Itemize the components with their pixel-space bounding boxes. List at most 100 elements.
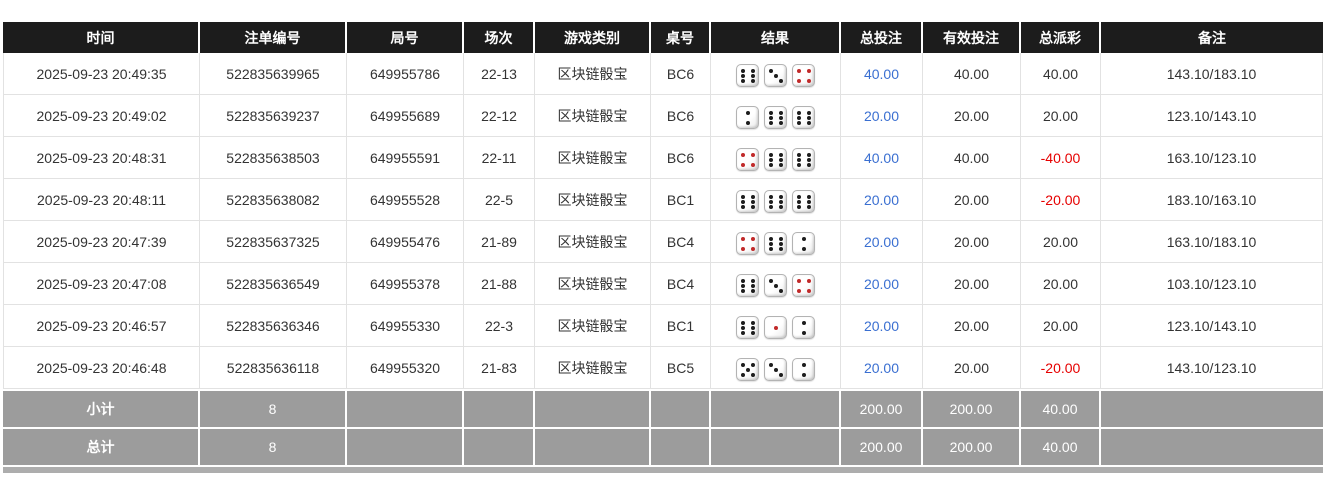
cell-total-bet: 40.00 bbox=[841, 137, 923, 179]
footer-cell-payout: 40.00 bbox=[1021, 427, 1101, 465]
footer-cell-valid-bet: 200.00 bbox=[923, 427, 1021, 465]
footer-cell-count: 8 bbox=[200, 389, 347, 427]
cell-time: 2025-09-23 20:49:35 bbox=[3, 53, 200, 95]
dice-result-group bbox=[736, 358, 815, 382]
cell-remark: 123.10/143.10 bbox=[1101, 305, 1323, 347]
total-bet-amount-link[interactable]: 20.00 bbox=[863, 359, 900, 376]
die-6-icon bbox=[736, 64, 759, 88]
cell-result bbox=[711, 221, 841, 263]
cell-game-type: 区块链骰宝 bbox=[535, 305, 651, 347]
cell-round-id: 649955476 bbox=[347, 221, 464, 263]
column-header-payout: 总派彩 bbox=[1021, 22, 1101, 53]
table-row: 2025-09-23 20:49:35 522835639965 649955786… bbox=[3, 53, 1323, 95]
cell-table-no: BC1 bbox=[651, 305, 711, 347]
cell-result bbox=[711, 263, 841, 305]
cell-table-no: BC5 bbox=[651, 347, 711, 389]
dice-result-group bbox=[736, 232, 815, 256]
dice-result-group bbox=[736, 274, 815, 298]
total-bet-amount-link[interactable]: 40.00 bbox=[863, 65, 900, 82]
total-bet-amount-link[interactable]: 20.00 bbox=[863, 233, 900, 250]
total-bet-amount-link[interactable]: 20.00 bbox=[863, 317, 900, 334]
total-bet-amount-link[interactable]: 40.00 bbox=[863, 149, 900, 166]
cell-valid-bet: 40.00 bbox=[923, 137, 1021, 179]
die-2-icon bbox=[792, 316, 815, 340]
die-6-icon bbox=[736, 190, 759, 214]
cell-remark: 143.10/123.10 bbox=[1101, 347, 1323, 389]
die-3-icon bbox=[764, 64, 787, 88]
footer-cell-empty bbox=[347, 427, 464, 465]
cell-round-id: 649955330 bbox=[347, 305, 464, 347]
cell-round-id: 649955378 bbox=[347, 263, 464, 305]
cell-game-type: 区块链骰宝 bbox=[535, 263, 651, 305]
die-4-icon bbox=[792, 64, 815, 88]
die-4-icon bbox=[736, 232, 759, 256]
dice-result-group bbox=[736, 316, 815, 340]
footer-cell-empty bbox=[711, 427, 841, 465]
cell-remark: 103.10/123.10 bbox=[1101, 263, 1323, 305]
table-row: 2025-09-23 20:47:39 522835637325 649955476… bbox=[3, 221, 1323, 263]
table-row: 2025-09-23 20:46:57 522835636346 649955330… bbox=[3, 305, 1323, 347]
table-bottom-bar bbox=[3, 467, 1323, 473]
dice-result-group bbox=[736, 190, 815, 214]
cell-valid-bet: 20.00 bbox=[923, 95, 1021, 137]
footer-cell-empty bbox=[1101, 389, 1323, 427]
cell-table-no: BC4 bbox=[651, 221, 711, 263]
cell-total-bet: 20.00 bbox=[841, 95, 923, 137]
cell-game-type: 区块链骰宝 bbox=[535, 95, 651, 137]
total-bet-amount-link[interactable]: 20.00 bbox=[863, 275, 900, 292]
cell-round-id: 649955320 bbox=[347, 347, 464, 389]
cell-valid-bet: 20.00 bbox=[923, 347, 1021, 389]
cell-round-id: 649955591 bbox=[347, 137, 464, 179]
footer-cell-label: 总计 bbox=[3, 427, 200, 465]
cell-valid-bet: 40.00 bbox=[923, 53, 1021, 95]
cell-session: 21-89 bbox=[464, 221, 535, 263]
dice-result-group bbox=[736, 106, 815, 129]
column-header-valid_bet: 有效投注 bbox=[923, 22, 1021, 53]
column-header-result: 结果 bbox=[711, 22, 841, 53]
header-row: 时间 注单编号 局号 场次 游戏类别 桌号 结果 总投注 有效投注 总派彩 备注 bbox=[3, 22, 1323, 53]
cell-session: 22-13 bbox=[464, 53, 535, 95]
cell-game-type: 区块链骰宝 bbox=[535, 53, 651, 95]
cell-session: 21-88 bbox=[464, 263, 535, 305]
die-6-icon bbox=[764, 190, 787, 214]
footer-cell-empty bbox=[464, 389, 535, 427]
die-5-icon bbox=[736, 358, 759, 382]
die-3-icon bbox=[764, 274, 787, 298]
column-header-game_type: 游戏类别 bbox=[535, 22, 651, 53]
cell-session: 22-12 bbox=[464, 95, 535, 137]
cell-table-no: BC6 bbox=[651, 53, 711, 95]
footer-cell-empty bbox=[347, 389, 464, 427]
cell-payout: -20.00 bbox=[1021, 179, 1101, 221]
column-header-round_id: 局号 bbox=[347, 22, 464, 53]
total-bet-amount-link[interactable]: 20.00 bbox=[863, 191, 900, 208]
die-6-icon bbox=[792, 190, 815, 214]
cell-total-bet: 20.00 bbox=[841, 347, 923, 389]
cell-result bbox=[711, 137, 841, 179]
cell-time: 2025-09-23 20:47:39 bbox=[3, 221, 200, 263]
column-header-remark: 备注 bbox=[1101, 22, 1323, 53]
footer-cell-count: 8 bbox=[200, 427, 347, 465]
cell-remark: 143.10/183.10 bbox=[1101, 53, 1323, 95]
footer-cell-empty bbox=[535, 389, 651, 427]
cell-table-no: BC6 bbox=[651, 95, 711, 137]
die-6-icon bbox=[736, 316, 759, 340]
cell-valid-bet: 20.00 bbox=[923, 179, 1021, 221]
cell-payout: -20.00 bbox=[1021, 347, 1101, 389]
cell-payout: 20.00 bbox=[1021, 221, 1101, 263]
cell-payout: 20.00 bbox=[1021, 95, 1101, 137]
total-bet-amount-link[interactable]: 20.00 bbox=[863, 107, 900, 124]
table-footer: 小计 8 200.00 200.00 40.00 总计 8 200.00 200.00 40.00 bbox=[3, 389, 1323, 465]
die-6-icon bbox=[736, 274, 759, 298]
cell-game-type: 区块链骰宝 bbox=[535, 347, 651, 389]
cell-total-bet: 20.00 bbox=[841, 179, 923, 221]
footer-cell-empty bbox=[535, 427, 651, 465]
column-header-session: 场次 bbox=[464, 22, 535, 53]
die-2-icon bbox=[792, 358, 815, 382]
footer-cell-total-bet: 200.00 bbox=[841, 427, 923, 465]
cell-session: 22-3 bbox=[464, 305, 535, 347]
cell-bet-id: 522835638503 bbox=[200, 137, 347, 179]
cell-result bbox=[711, 347, 841, 389]
cell-valid-bet: 20.00 bbox=[923, 221, 1021, 263]
footer-cell-empty bbox=[711, 389, 841, 427]
dice-result-group bbox=[736, 64, 815, 88]
